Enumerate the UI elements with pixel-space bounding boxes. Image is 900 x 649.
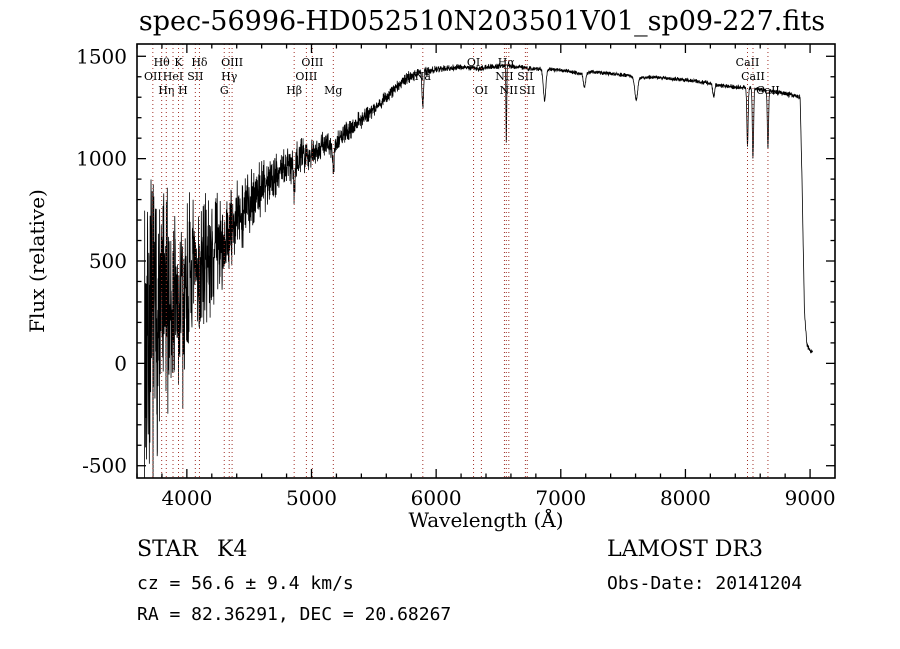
spectral-line-label-SII: SII — [519, 84, 535, 97]
y-tick-label: 1000 — [76, 147, 127, 171]
spectral-line-label-K: K — [174, 56, 183, 69]
x-tick-label: 5000 — [286, 486, 337, 510]
spectral-line-label-Hδ: Hδ — [191, 56, 208, 69]
x-tick-label: 6000 — [411, 486, 462, 510]
plot-area: OIIHθHηHeIKHSIIHδGHγOIIIHβOIIIOIIIMgNaOI… — [76, 43, 836, 510]
x-tick-label: 7000 — [535, 486, 586, 510]
spectral-line-label-Hα: Hα — [498, 56, 516, 69]
x-tick-label: 9000 — [785, 486, 836, 510]
axis-ticks — [136, 44, 835, 478]
x-axis-label: Wavelength (Å) — [408, 507, 563, 532]
spectral-line-label-OI: OI — [467, 56, 480, 69]
spectral-line-label-Hη: Hη — [158, 84, 174, 97]
spectral-line-label-Hβ: Hβ — [286, 84, 302, 97]
radec-line: RA = 82.36291, DEC = 20.68267 — [137, 604, 451, 625]
spectral-line-label-CaII: CaII — [756, 84, 780, 97]
spectral-line-label-Hγ: Hγ — [221, 70, 238, 83]
subclass-label: K4 — [217, 537, 247, 562]
spectral-line-label-G: G — [220, 84, 229, 97]
spectral-line-label-OI: OI — [475, 84, 488, 97]
y-tick-label: 0 — [114, 351, 127, 375]
spectral-line-label-SII: SII — [187, 70, 203, 83]
spectral-line-label-NII: NII — [495, 70, 513, 83]
spectral-line-label-SII: SII — [517, 70, 533, 83]
y-axis-label: Flux (relative) — [25, 189, 49, 333]
y-tick-label: 500 — [89, 249, 127, 273]
plot-frame — [136, 43, 836, 479]
spectral-line-label-Mg: Mg — [324, 84, 342, 97]
spectral-line-markers: OIIHθHηHeIKHSIIHδGHγOIIIHβOIIIOIIIMgNaOI… — [144, 44, 780, 478]
spectral-line-label-Na: Na — [415, 70, 432, 83]
spectral-line-label-CaII: CaII — [736, 56, 760, 69]
spectral-line-label-OII: OII — [144, 70, 162, 83]
spectral-line-label-NII: NII — [500, 84, 518, 97]
cz-line: cz = 56.6 ± 9.4 km/s — [137, 573, 354, 594]
obsdate-line: Obs-Date: 20141204 — [607, 573, 802, 594]
class-label: STAR — [137, 537, 199, 562]
spectral-line-label-Hθ: Hθ — [154, 56, 171, 69]
spectrum-trace — [144, 63, 813, 478]
spectral-line-label-OIII: OIII — [295, 70, 317, 83]
survey-label: LAMOST DR3 — [607, 537, 763, 562]
spectral-line-label-OIII: OIII — [221, 56, 243, 69]
spectral-line-label-HeI: HeI — [163, 70, 183, 83]
plot-title: spec-56996-HD052510N203501V01_sp09-227.f… — [139, 6, 825, 37]
spectral-line-label-H: H — [178, 84, 188, 97]
x-tick-label: 8000 — [660, 486, 711, 510]
spectral-line-label-CaII: CaII — [741, 70, 765, 83]
y-tick-label: -500 — [82, 454, 127, 478]
y-tick-label: 1500 — [76, 44, 127, 68]
spectral-line-label-OIII: OIII — [301, 56, 323, 69]
x-tick-label: 4000 — [161, 486, 212, 510]
